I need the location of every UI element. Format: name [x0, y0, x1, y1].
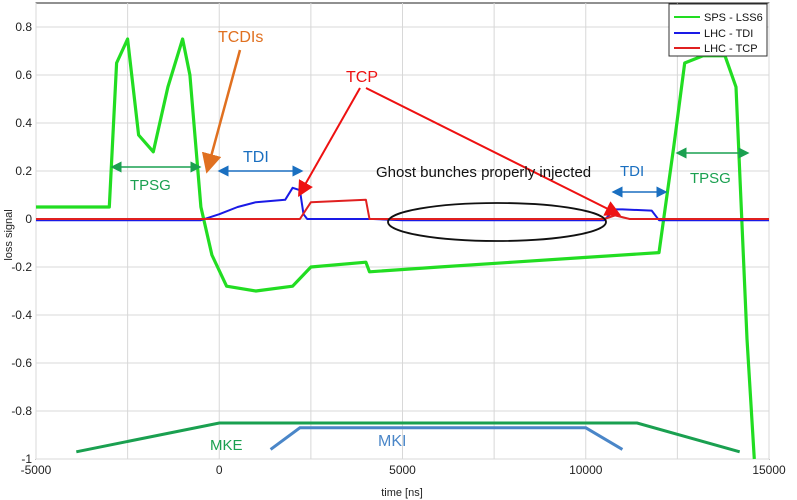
y-axis-label: loss signal	[3, 209, 15, 260]
y-tick-label: 0.2	[15, 164, 32, 178]
legend-label-sps: SPS - LSS6	[704, 12, 763, 24]
kicker-waveforms	[76, 421, 741, 454]
x-tick-label: -5000	[21, 463, 52, 477]
x-axis-label: time [ns]	[381, 487, 423, 499]
legend: SPS - LSS6 LHC - TDI LHC - TCP	[668, 3, 768, 57]
series-line-sps-lss6	[36, 37, 756, 460]
annotation-tcp: TCP	[346, 69, 378, 86]
annotation-tdi-1: TDI	[243, 149, 269, 166]
y-tick-label: 0.6	[15, 68, 32, 82]
grid	[35, 3, 770, 460]
arrow-tcdis	[201, 49, 242, 174]
ghost-bunches-ellipse	[387, 202, 607, 242]
annotation-tpsg-2: TPSG	[690, 170, 731, 187]
x-tick-labels: -5000 0 5000 10000 15000	[21, 463, 786, 477]
y-tick-label: 0.8	[15, 20, 32, 34]
x-tick-label: 0	[216, 463, 223, 477]
annotation-mke: MKE	[210, 437, 243, 454]
y-tick-label: -1	[21, 452, 32, 466]
annotation-tdi-2: TDI	[620, 163, 644, 180]
y-tick-label: -0.4	[11, 308, 32, 322]
x-tick-label: 15000	[752, 463, 786, 477]
arrow-tcp-left	[298, 87, 361, 197]
kicker-line-mki	[269, 426, 624, 451]
y-tick-label: -0.2	[11, 260, 32, 274]
y-tick-label: -0.6	[11, 356, 32, 370]
y-tick-labels: -1 -0.8 -0.6 -0.4 -0.2 0 0.2 0.4 0.6 0.8	[11, 20, 32, 466]
x-tick-label: 5000	[389, 463, 416, 477]
annotation-ghost-bunches: Ghost bunches properly injected	[376, 164, 591, 181]
arrow-tcp-right	[365, 87, 622, 216]
annotation-mki: MKI	[378, 433, 406, 450]
y-tick-label: 0.4	[15, 116, 32, 130]
y-tick-label: 0	[25, 212, 32, 226]
legend-label-tcp: LHC - TCP	[704, 43, 758, 55]
kicker-line-mke	[76, 421, 741, 454]
y-tick-label: -0.8	[11, 404, 32, 418]
series-line-lhc-tdi	[36, 186, 769, 222]
annotations: TCDIs TCP TDI TDI TPSG TPSG Ghost bunche…	[110, 29, 750, 454]
series-lines	[36, 37, 769, 460]
legend-label-tdi: LHC - TDI	[704, 28, 753, 40]
series-line-lhc-tcp	[36, 198, 769, 220]
annotation-tcdis: TCDIs	[218, 29, 263, 46]
annotation-tpsg-1: TPSG	[130, 177, 171, 194]
x-tick-label: 10000	[569, 463, 603, 477]
